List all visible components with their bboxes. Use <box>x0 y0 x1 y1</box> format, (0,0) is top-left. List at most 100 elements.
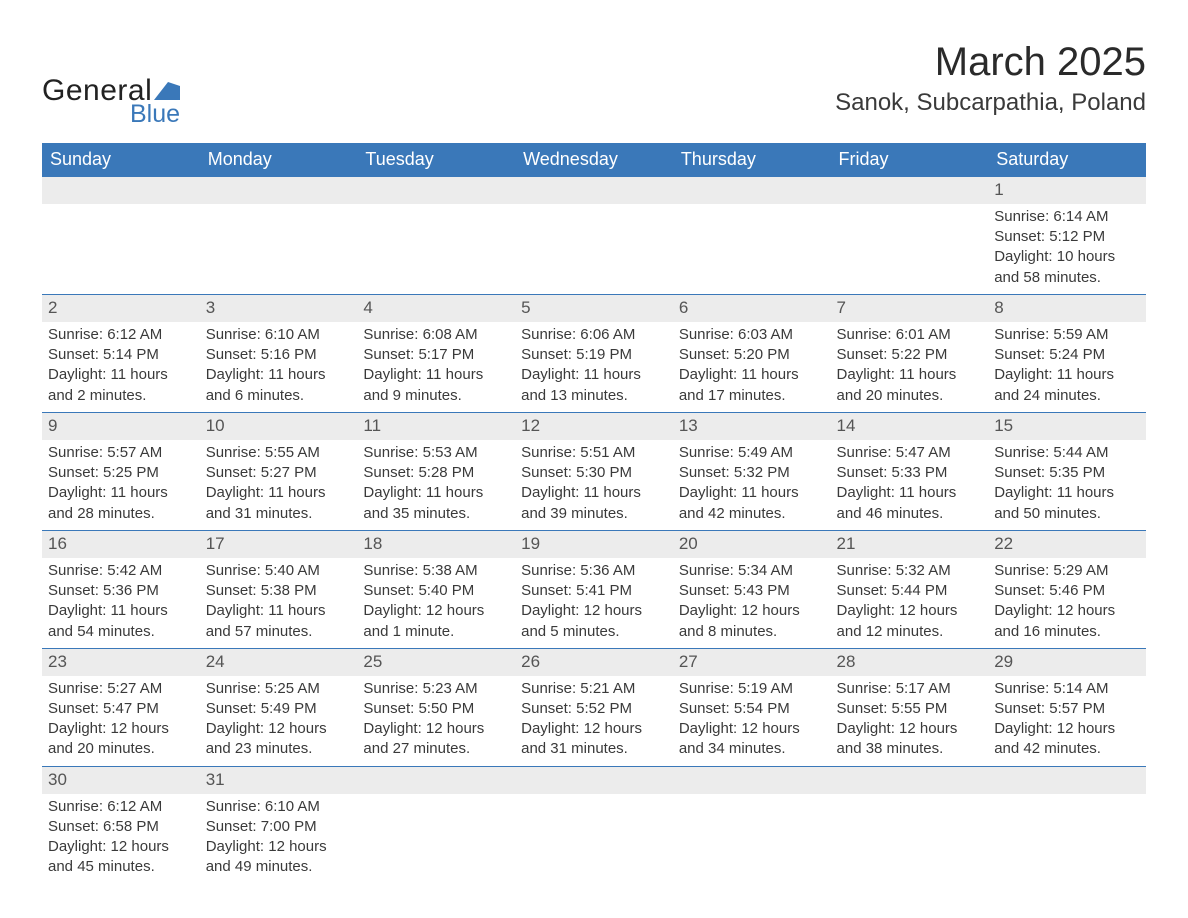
day-data-cell: Sunrise: 5:59 AMSunset: 5:24 PMDaylight:… <box>988 322 1146 413</box>
sunset-text: Sunset: 7:00 PM <box>206 817 352 837</box>
sunrise-text: Sunrise: 5:17 AM <box>837 679 983 699</box>
daylight2-text: and 28 minutes. <box>48 504 194 524</box>
day-data-cell: Sunrise: 6:03 AMSunset: 5:20 PMDaylight:… <box>673 322 831 413</box>
daylight1-text: Daylight: 12 hours <box>994 601 1140 621</box>
day-number-cell: 27 <box>673 648 831 675</box>
daylight2-text: and 27 minutes. <box>363 739 509 759</box>
day-number-cell: 28 <box>831 648 989 675</box>
day-data-cell: Sunrise: 6:10 AMSunset: 7:00 PMDaylight:… <box>200 794 358 888</box>
day-number-cell <box>200 177 358 204</box>
day-number-cell <box>673 766 831 793</box>
day-number-cell: 24 <box>200 648 358 675</box>
daylight2-text: and 9 minutes. <box>363 386 509 406</box>
sunset-text: Sunset: 5:14 PM <box>48 345 194 365</box>
sunset-text: Sunset: 5:57 PM <box>994 699 1140 719</box>
day-data-cell: Sunrise: 5:29 AMSunset: 5:46 PMDaylight:… <box>988 558 1146 649</box>
day-number-cell: 10 <box>200 412 358 439</box>
day-number-cell: 23 <box>42 648 200 675</box>
day-data-cell <box>357 794 515 888</box>
daylight2-text: and 46 minutes. <box>837 504 983 524</box>
sunset-text: Sunset: 5:32 PM <box>679 463 825 483</box>
calendar-table: Sunday Monday Tuesday Wednesday Thursday… <box>42 143 1146 888</box>
day-number-cell: 22 <box>988 530 1146 557</box>
day-data-cell: Sunrise: 5:42 AMSunset: 5:36 PMDaylight:… <box>42 558 200 649</box>
daylight2-text: and 17 minutes. <box>679 386 825 406</box>
location: Sanok, Subcarpathia, Poland <box>835 89 1146 117</box>
day-number-cell <box>42 177 200 204</box>
day-data-cell <box>200 204 358 295</box>
day-data-cell: Sunrise: 6:12 AMSunset: 6:58 PMDaylight:… <box>42 794 200 888</box>
day-data-row: Sunrise: 5:57 AMSunset: 5:25 PMDaylight:… <box>42 440 1146 531</box>
daylight2-text: and 5 minutes. <box>521 622 667 642</box>
day-data-cell: Sunrise: 5:40 AMSunset: 5:38 PMDaylight:… <box>200 558 358 649</box>
sunrise-text: Sunrise: 6:03 AM <box>679 325 825 345</box>
daylight1-text: Daylight: 11 hours <box>48 601 194 621</box>
sunrise-text: Sunrise: 6:10 AM <box>206 797 352 817</box>
daylight2-text: and 31 minutes. <box>206 504 352 524</box>
daylight1-text: Daylight: 12 hours <box>679 719 825 739</box>
sunrise-text: Sunrise: 5:42 AM <box>48 561 194 581</box>
sunset-text: Sunset: 5:24 PM <box>994 345 1140 365</box>
daylight2-text: and 35 minutes. <box>363 504 509 524</box>
sunset-text: Sunset: 5:33 PM <box>837 463 983 483</box>
sunset-text: Sunset: 5:12 PM <box>994 227 1140 247</box>
weekday-header: Wednesday <box>515 143 673 177</box>
day-number-row: 16171819202122 <box>42 530 1146 557</box>
sunset-text: Sunset: 5:20 PM <box>679 345 825 365</box>
daylight2-text: and 42 minutes. <box>679 504 825 524</box>
day-number-cell <box>831 177 989 204</box>
day-data-cell <box>988 794 1146 888</box>
sunset-text: Sunset: 5:27 PM <box>206 463 352 483</box>
day-number-cell: 12 <box>515 412 673 439</box>
daylight2-text: and 45 minutes. <box>48 857 194 877</box>
day-number-cell: 9 <box>42 412 200 439</box>
sunrise-text: Sunrise: 5:53 AM <box>363 443 509 463</box>
sunrise-text: Sunrise: 6:14 AM <box>994 207 1140 227</box>
sunrise-text: Sunrise: 5:38 AM <box>363 561 509 581</box>
day-data-cell <box>831 794 989 888</box>
weekday-header: Monday <box>200 143 358 177</box>
sunrise-text: Sunrise: 5:29 AM <box>994 561 1140 581</box>
day-data-cell: Sunrise: 5:23 AMSunset: 5:50 PMDaylight:… <box>357 676 515 767</box>
sunrise-text: Sunrise: 5:57 AM <box>48 443 194 463</box>
sunset-text: Sunset: 5:22 PM <box>837 345 983 365</box>
day-data-cell: Sunrise: 5:25 AMSunset: 5:49 PMDaylight:… <box>200 676 358 767</box>
sunrise-text: Sunrise: 5:32 AM <box>837 561 983 581</box>
day-number-cell: 18 <box>357 530 515 557</box>
day-data-row: Sunrise: 6:12 AMSunset: 5:14 PMDaylight:… <box>42 322 1146 413</box>
day-number-row: 23242526272829 <box>42 648 1146 675</box>
sunset-text: Sunset: 5:40 PM <box>363 581 509 601</box>
day-data-cell: Sunrise: 5:38 AMSunset: 5:40 PMDaylight:… <box>357 558 515 649</box>
daylight2-text: and 38 minutes. <box>837 739 983 759</box>
day-number-cell: 3 <box>200 294 358 321</box>
day-data-cell: Sunrise: 5:44 AMSunset: 5:35 PMDaylight:… <box>988 440 1146 531</box>
daylight2-text: and 39 minutes. <box>521 504 667 524</box>
brand-name-b: Blue <box>130 100 180 129</box>
day-data-cell <box>831 204 989 295</box>
day-number-cell: 4 <box>357 294 515 321</box>
title-block: March 2025 Sanok, Subcarpathia, Poland <box>835 40 1146 117</box>
day-data-cell: Sunrise: 5:57 AMSunset: 5:25 PMDaylight:… <box>42 440 200 531</box>
sunrise-text: Sunrise: 5:49 AM <box>679 443 825 463</box>
weekday-header-row: Sunday Monday Tuesday Wednesday Thursday… <box>42 143 1146 177</box>
daylight2-text: and 50 minutes. <box>994 504 1140 524</box>
sunset-text: Sunset: 5:35 PM <box>994 463 1140 483</box>
day-number-cell <box>673 177 831 204</box>
sunset-text: Sunset: 5:17 PM <box>363 345 509 365</box>
day-number-cell: 17 <box>200 530 358 557</box>
day-data-row: Sunrise: 6:12 AMSunset: 6:58 PMDaylight:… <box>42 794 1146 888</box>
day-number-cell: 31 <box>200 766 358 793</box>
daylight1-text: Daylight: 11 hours <box>679 483 825 503</box>
day-data-cell: Sunrise: 6:01 AMSunset: 5:22 PMDaylight:… <box>831 322 989 413</box>
weekday-header: Friday <box>831 143 989 177</box>
daylight1-text: Daylight: 11 hours <box>837 483 983 503</box>
sunrise-text: Sunrise: 6:12 AM <box>48 797 194 817</box>
day-data-row: Sunrise: 6:14 AMSunset: 5:12 PMDaylight:… <box>42 204 1146 295</box>
sunset-text: Sunset: 5:30 PM <box>521 463 667 483</box>
daylight2-text: and 13 minutes. <box>521 386 667 406</box>
daylight2-text: and 24 minutes. <box>994 386 1140 406</box>
daylight1-text: Daylight: 12 hours <box>48 837 194 857</box>
sunset-text: Sunset: 5:47 PM <box>48 699 194 719</box>
sunrise-text: Sunrise: 5:36 AM <box>521 561 667 581</box>
daylight1-text: Daylight: 11 hours <box>837 365 983 385</box>
